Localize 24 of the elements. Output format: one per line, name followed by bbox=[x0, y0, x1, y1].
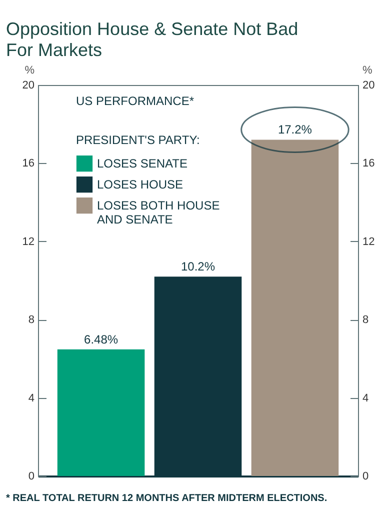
y-tick-label: 0 bbox=[28, 470, 34, 482]
y2-tick-label: 8 bbox=[362, 314, 369, 326]
y-tick-label: 12 bbox=[22, 236, 34, 248]
data-label: 6.48% bbox=[84, 332, 118, 346]
data-label: 17.2% bbox=[278, 122, 312, 137]
y2-axis-title: % bbox=[362, 64, 372, 76]
text: * REAL TOTAL RETURN 12 MONTHS AFTER MIDTERM ELECTIONS. bbox=[6, 493, 328, 504]
data-label: 10.2% bbox=[180, 260, 216, 274]
y2-tick-label: 0 bbox=[362, 470, 369, 482]
y2-tick-label: 4 bbox=[362, 392, 369, 404]
legend-label: LOSES SENATE bbox=[97, 156, 188, 170]
chart-title: Opposition House & Senate Not Bad For Markets bbox=[6, 19, 298, 60]
y-axis-title: % bbox=[24, 64, 35, 76]
y-tick-label: 4 bbox=[28, 392, 34, 404]
y2-tick-label: 16 bbox=[362, 158, 375, 170]
legend-title: PRESIDENT'S PARTY: bbox=[76, 133, 200, 147]
y-tick-label: 16 bbox=[22, 158, 34, 170]
legend-label: LOSES BOTH HOUSE AND SENATE bbox=[97, 198, 220, 226]
y-tick-label: 20 bbox=[22, 80, 34, 92]
y2-tick-label: 12 bbox=[362, 236, 375, 248]
y-tick-label: 8 bbox=[28, 314, 34, 326]
text: US PERFORMANCE* bbox=[76, 94, 194, 108]
legend-label: LOSES HOUSE bbox=[97, 178, 184, 192]
y2-tick-label: 20 bbox=[362, 80, 375, 92]
